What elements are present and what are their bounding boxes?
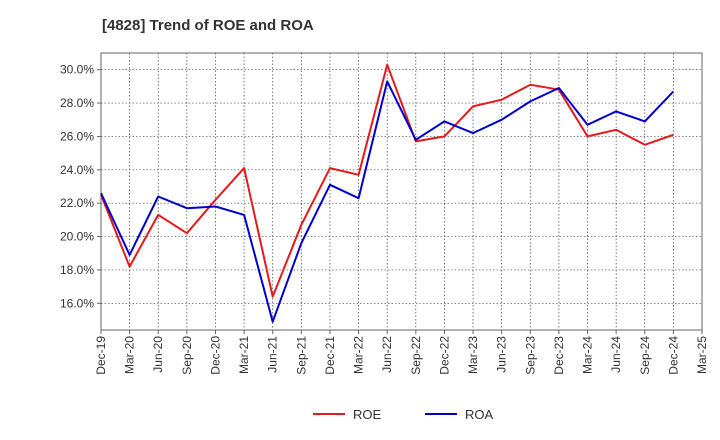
x-tick-label: Dec-22 (437, 336, 451, 375)
x-tick-label: Dec-19 (94, 336, 108, 375)
y-tick-label: 16.0% (60, 296, 94, 310)
y-tick-label: 26.0% (60, 129, 94, 143)
x-tick-label: Jun-24 (609, 336, 623, 373)
y-tick-label: 20.0% (60, 230, 94, 244)
x-tick-label: Jun-20 (151, 336, 165, 373)
x-tick-label: Mar-25 (695, 336, 709, 374)
series-lines (100, 63, 675, 323)
x-tick-label: Dec-23 (552, 336, 566, 375)
y-tick-label: 18.0% (60, 263, 94, 277)
x-axis-ticks: Dec-19 Mar-20 Jun-20 Sep-20 Dec-20 Mar-21 Jun-… (94, 330, 709, 375)
legend-label-roe: ROE (353, 407, 382, 422)
x-tick-label: Sep-20 (180, 336, 194, 375)
x-tick-label: Dec-24 (666, 336, 680, 375)
x-tick-label: Mar-21 (237, 336, 251, 374)
x-tick-label: Dec-21 (323, 336, 337, 375)
chart-title: [4828] Trend of ROE and ROA (102, 17, 314, 34)
x-tick-label: Mar-22 (352, 336, 366, 374)
x-tick-label: Sep-22 (409, 336, 423, 375)
x-tick-label: Jun-22 (380, 336, 394, 373)
y-tick-label: 24.0% (60, 163, 94, 177)
plot-area (100, 52, 703, 331)
x-tick-label: Mar-20 (123, 336, 137, 374)
x-tick-label: Sep-21 (294, 336, 308, 375)
x-tick-label: Sep-23 (523, 336, 537, 375)
x-tick-label: Mar-24 (581, 336, 595, 374)
x-tick-label: Sep-24 (638, 336, 652, 375)
x-tick-label: Jun-23 (495, 336, 509, 373)
x-tick-label: Mar-23 (466, 336, 480, 374)
y-tick-label: 28.0% (60, 96, 94, 110)
legend-label-roa: ROA (465, 407, 494, 422)
legend: ROE ROA (313, 407, 494, 422)
series-line-roe (100, 63, 674, 298)
series-line-roa (100, 80, 675, 323)
y-axis-ticks: 16.0% 18.0% 20.0% 22.0% 24.0% 26.0% 28.0% 30.0% (60, 63, 101, 310)
y-tick-label: 30.0% (60, 63, 94, 77)
y-tick-label: 22.0% (60, 196, 94, 210)
x-tick-label: Jun-21 (266, 336, 280, 373)
x-tick-label: Dec-20 (208, 336, 222, 375)
